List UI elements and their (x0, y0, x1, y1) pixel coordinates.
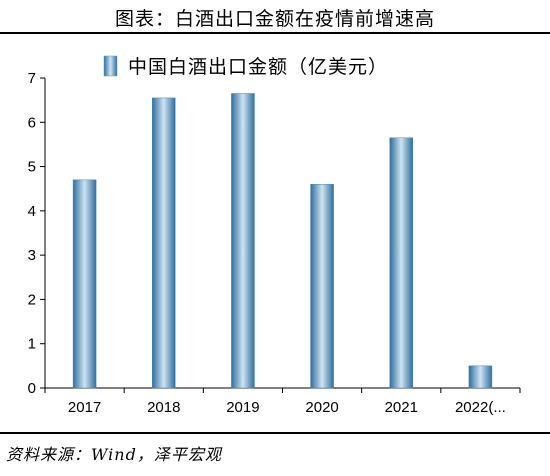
y-tick-label: 7 (28, 70, 36, 87)
legend: 中国白酒出口金额（亿美元） (103, 55, 388, 78)
x-tick-label: 2021 (385, 399, 418, 416)
top-rule (0, 32, 550, 34)
y-tick-label: 2 (28, 291, 36, 308)
source-note: 资料来源：Wind，泽平宏观 (6, 445, 222, 464)
x-tick-label: 2020 (305, 399, 338, 416)
x-tick-label: 2022(... (455, 399, 506, 416)
bar-2018 (152, 97, 176, 389)
figure-title: 图表：白酒出口金额在疫情前增速高 (114, 8, 435, 30)
bar-2022 (468, 365, 493, 389)
y-tick-label: 1 (28, 336, 36, 353)
bottom-rule (0, 432, 550, 434)
bar-2020 (310, 184, 334, 389)
plot-area: 0 1 2 3 4 5 6 7 2017 2018 2019 2020 2021 2022(... (28, 70, 521, 416)
legend-swatch (103, 55, 118, 77)
y-tick-label: 4 (28, 203, 36, 220)
bar-2021 (389, 137, 413, 389)
y-tick-label: 0 (28, 380, 36, 397)
y-tick-label: 6 (28, 114, 36, 131)
legend-label: 中国白酒出口金额（亿美元） (128, 56, 388, 78)
bar-chart: 中国白酒出口金额（亿美元） 0 1 2 3 4 5 6 7 2017 2018 2019 2020 20… (28, 55, 521, 416)
y-tick-label: 3 (28, 247, 36, 264)
y-tick-label: 5 (28, 159, 36, 176)
bar-2019 (231, 93, 255, 389)
x-tick-label: 2017 (68, 399, 101, 416)
bar-2017 (72, 179, 97, 389)
x-tick-label: 2018 (147, 399, 180, 416)
x-tick-label: 2019 (226, 399, 259, 416)
